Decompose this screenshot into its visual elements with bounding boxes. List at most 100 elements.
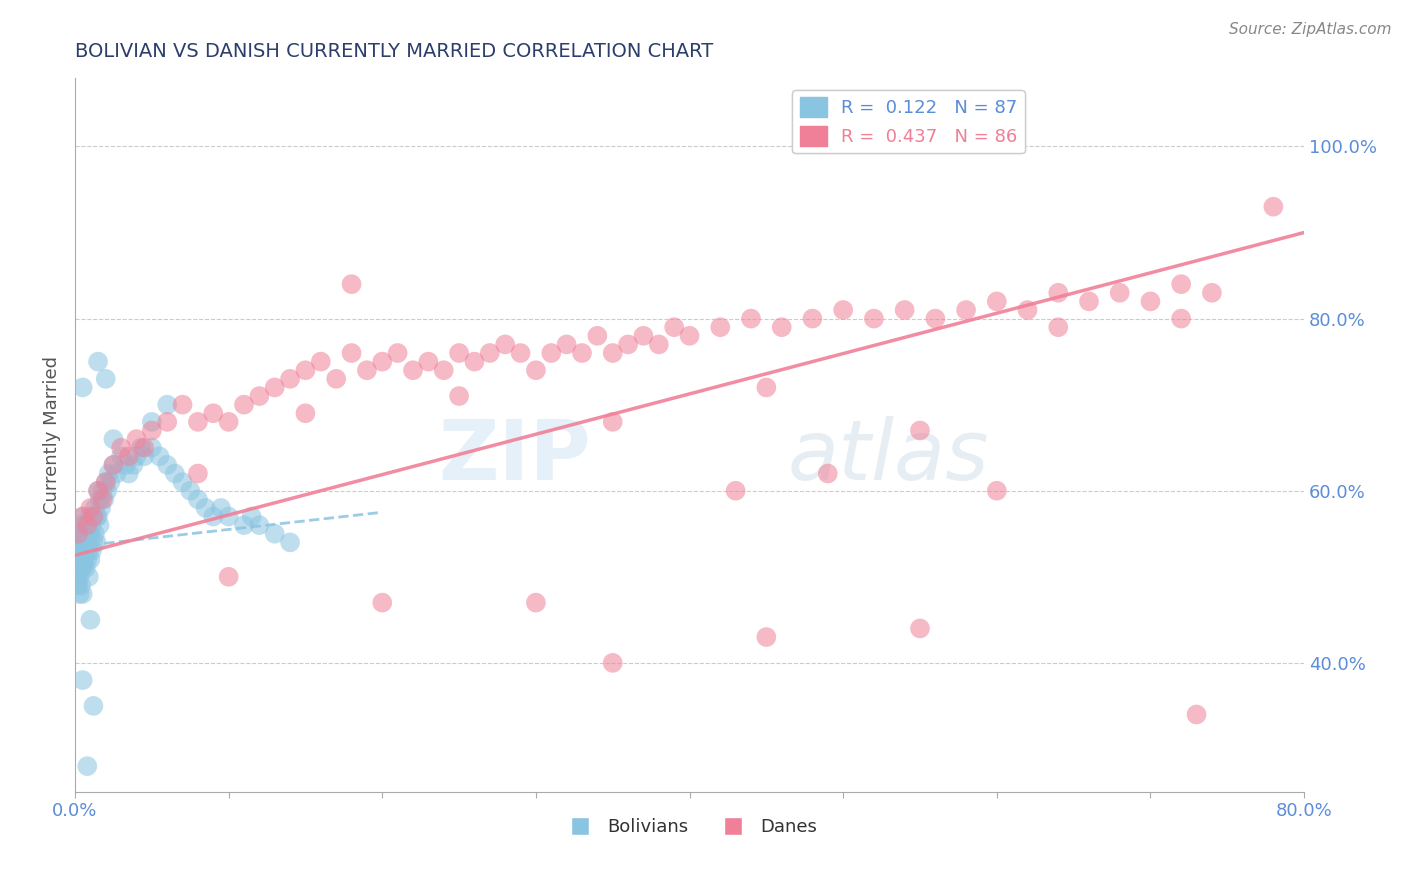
Point	[633, 328, 655, 343]
Point	[371, 596, 394, 610]
Point	[724, 483, 747, 498]
Point	[67, 526, 90, 541]
Point	[125, 450, 148, 464]
Point	[76, 518, 98, 533]
Point	[240, 509, 263, 524]
Point	[67, 561, 90, 575]
Point	[67, 535, 90, 549]
Point	[908, 424, 931, 438]
Point	[94, 475, 117, 489]
Point	[602, 346, 624, 360]
Point	[72, 509, 94, 524]
Point	[202, 406, 225, 420]
Point	[924, 311, 946, 326]
Point	[103, 458, 125, 472]
Point	[82, 509, 104, 524]
Point	[87, 509, 110, 524]
Point	[73, 535, 96, 549]
Point	[70, 544, 93, 558]
Point	[433, 363, 456, 377]
Point	[740, 311, 762, 326]
Point	[67, 578, 90, 592]
Point	[75, 544, 97, 558]
Point	[76, 759, 98, 773]
Point	[893, 303, 915, 318]
Point	[1263, 200, 1285, 214]
Point	[80, 518, 103, 533]
Point	[233, 398, 256, 412]
Point	[86, 535, 108, 549]
Point	[1108, 285, 1130, 300]
Point	[524, 363, 547, 377]
Point	[709, 320, 731, 334]
Point	[571, 346, 593, 360]
Point	[65, 552, 87, 566]
Point	[955, 303, 977, 318]
Point	[187, 492, 209, 507]
Point	[602, 415, 624, 429]
Point	[179, 483, 201, 498]
Point	[93, 492, 115, 507]
Point	[163, 467, 186, 481]
Point	[134, 441, 156, 455]
Point	[72, 587, 94, 601]
Y-axis label: Currently Married: Currently Married	[44, 356, 60, 514]
Point	[1078, 294, 1101, 309]
Point	[72, 561, 94, 575]
Point	[172, 475, 194, 489]
Point	[209, 500, 232, 515]
Point	[87, 354, 110, 368]
Legend: Bolivians, Danes: Bolivians, Danes	[554, 811, 824, 844]
Point	[218, 509, 240, 524]
Point	[218, 415, 240, 429]
Point	[278, 535, 301, 549]
Point	[801, 311, 824, 326]
Point	[1185, 707, 1208, 722]
Point	[602, 656, 624, 670]
Point	[70, 561, 93, 575]
Point	[1139, 294, 1161, 309]
Point	[89, 518, 111, 533]
Point	[148, 450, 170, 464]
Point	[77, 570, 100, 584]
Point	[105, 467, 128, 481]
Point	[98, 475, 121, 489]
Point	[97, 467, 120, 481]
Point	[118, 467, 141, 481]
Point	[172, 398, 194, 412]
Point	[524, 596, 547, 610]
Point	[770, 320, 793, 334]
Point	[82, 535, 104, 549]
Text: atlas: atlas	[787, 416, 990, 497]
Point	[72, 509, 94, 524]
Point	[114, 458, 136, 472]
Point	[79, 509, 101, 524]
Point	[110, 441, 132, 455]
Text: BOLIVIAN VS DANISH CURRENTLY MARRIED CORRELATION CHART: BOLIVIAN VS DANISH CURRENTLY MARRIED COR…	[75, 42, 713, 61]
Point	[156, 415, 179, 429]
Point	[1201, 285, 1223, 300]
Point	[65, 570, 87, 584]
Point	[263, 526, 285, 541]
Point	[110, 450, 132, 464]
Point	[832, 303, 855, 318]
Point	[122, 458, 145, 472]
Point	[156, 398, 179, 412]
Point	[87, 483, 110, 498]
Point	[863, 311, 886, 326]
Point	[233, 518, 256, 533]
Point	[87, 483, 110, 498]
Point	[73, 552, 96, 566]
Point	[449, 346, 471, 360]
Point	[79, 526, 101, 541]
Text: Source: ZipAtlas.com: Source: ZipAtlas.com	[1229, 22, 1392, 37]
Point	[77, 544, 100, 558]
Point	[76, 552, 98, 566]
Point	[648, 337, 671, 351]
Point	[141, 424, 163, 438]
Point	[586, 328, 609, 343]
Point	[77, 526, 100, 541]
Point	[555, 337, 578, 351]
Point	[84, 526, 107, 541]
Point	[356, 363, 378, 377]
